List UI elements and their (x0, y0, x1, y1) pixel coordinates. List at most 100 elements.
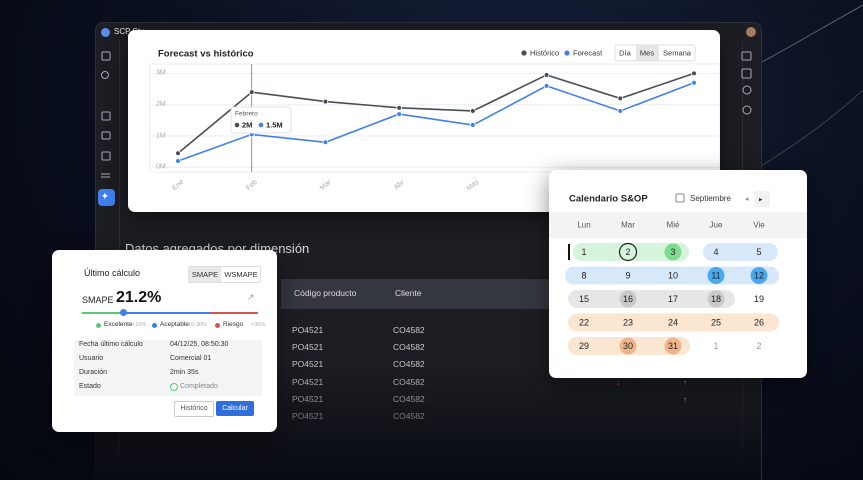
detail-label: Fecha último cálculo (79, 341, 143, 348)
tab[interactable]: WSMAPE (224, 270, 258, 279)
legend-range: >30% (251, 321, 266, 328)
point (543, 83, 550, 89)
range-risk (210, 312, 258, 314)
icon[interactable] (742, 85, 752, 95)
day: 2 (625, 247, 630, 257)
legend-dot (96, 323, 101, 328)
day: 30 (623, 341, 633, 351)
view-option[interactable]: Día (619, 48, 632, 57)
icon[interactable] (741, 51, 752, 61)
day: 9 (625, 270, 630, 280)
day: 12 (754, 270, 764, 280)
day: 4 (713, 247, 718, 257)
day: 15 (579, 294, 589, 304)
view-option[interactable]: Semana (663, 48, 692, 57)
calculate-button[interactable]: Calcular (216, 401, 254, 416)
detail-value: Completado (180, 383, 218, 390)
week-band (703, 243, 778, 261)
svg-text:✦: ✦ (101, 192, 109, 203)
weekday: Lun (577, 221, 590, 230)
legend-name: Riesgo (223, 321, 244, 328)
icon[interactable] (741, 68, 752, 79)
column-header: Cliente (395, 288, 422, 298)
icon[interactable] (101, 111, 111, 121)
day: 2 (756, 341, 761, 351)
view-option[interactable]: Mes (640, 48, 654, 57)
tooltip-value: 2M (242, 120, 252, 129)
point (175, 150, 181, 157)
svg-text:▸: ▸ (759, 196, 763, 203)
range-marker (120, 309, 127, 316)
icon[interactable] (101, 71, 109, 79)
day: 16 (623, 294, 633, 304)
point (322, 139, 329, 146)
legend-dot (152, 323, 157, 328)
expand[interactable]: ↗ (247, 292, 255, 302)
detail-value: 04/12/25, 08:50:30 (170, 341, 229, 348)
legend-label: Forecast (573, 48, 603, 57)
legend-dot (215, 323, 220, 328)
point (617, 108, 624, 114)
range-good (82, 312, 122, 314)
tooltip-title: Febrero (235, 111, 258, 118)
detail-value: 2min 35s (170, 369, 199, 376)
icon[interactable] (101, 151, 111, 161)
day: 5 (756, 247, 761, 257)
prev-month[interactable]: ◂ (745, 196, 749, 203)
day-highlight (618, 242, 638, 262)
day-highlight (664, 243, 682, 261)
x-tick-label: Mar (319, 178, 333, 192)
y-tick-label: 2M (156, 101, 166, 108)
detail-label: Duración (79, 369, 108, 376)
day: 22 (579, 317, 589, 327)
tab[interactable]: SMAPE (189, 267, 221, 282)
day-highlight (750, 267, 768, 284)
y-tick-label: 1M (156, 132, 166, 139)
calc-card: Último cálculo SMAPE WSMAPE SMAPE 21.2% … (52, 250, 277, 432)
day: 26 (754, 317, 764, 327)
week-band (573, 243, 689, 261)
day: 31 (668, 341, 678, 351)
point (470, 122, 476, 128)
forecast-card: Forecast vs histórico Día Mes Semana 0M 1… (128, 30, 721, 212)
weekday: Mié (667, 221, 680, 230)
day: 29 (579, 341, 589, 351)
icon[interactable] (101, 131, 111, 140)
x-tick-label: Feb (245, 179, 259, 192)
table-cell: PO4521 (292, 325, 324, 335)
detail-label: Estado (79, 383, 101, 390)
weekday: Vie (753, 221, 765, 230)
history-button[interactable]: Histórico (174, 401, 214, 417)
tooltip-value: 1.5M (266, 120, 283, 129)
icon[interactable] (101, 51, 111, 61)
point (691, 79, 697, 86)
next-month[interactable] (754, 191, 770, 207)
day: 10 (668, 270, 678, 280)
point (543, 72, 550, 78)
chart-title: Forecast vs histórico (158, 49, 254, 60)
status-icon (170, 383, 178, 391)
metric-toggle (188, 266, 261, 283)
legend-name: Aceptable (160, 321, 189, 328)
point (248, 89, 255, 95)
avatar[interactable] (746, 27, 756, 37)
table-cell: PO4521 (292, 342, 324, 353)
day-highlight (707, 267, 725, 284)
table-cell: CO4582 (393, 342, 425, 353)
tooltip-swatch (234, 122, 240, 128)
weekday: Mar (621, 221, 635, 230)
calc-title: Último cálculo (84, 268, 141, 278)
assistant-button[interactable] (98, 189, 115, 206)
point (470, 108, 476, 114)
calendar-title: Calendario S&OP (569, 194, 648, 205)
point (322, 98, 329, 105)
legend-label: Histórico (530, 48, 559, 57)
day-highlight (619, 337, 637, 355)
icon[interactable] (742, 105, 752, 115)
x-tick-label: Abr (393, 179, 406, 192)
detail-value: Comercial 01 (170, 355, 212, 362)
day: 19 (754, 294, 764, 304)
weekday-header (549, 212, 807, 238)
day: 11 (711, 270, 720, 280)
today-marker (568, 244, 570, 260)
